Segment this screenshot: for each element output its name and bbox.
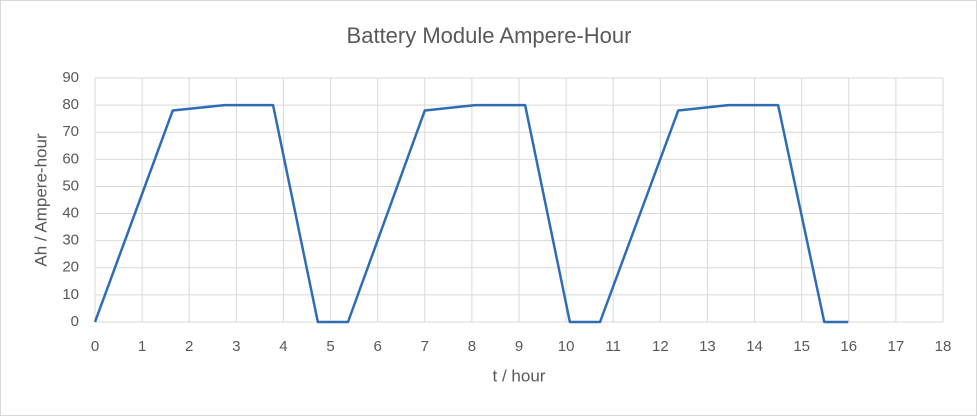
x-tick-label: 11 bbox=[605, 338, 621, 355]
y-tick-label: 30 bbox=[62, 232, 79, 249]
data-line bbox=[93, 103, 849, 324]
x-tick-label: 12 bbox=[652, 338, 669, 355]
y-tick-label: 10 bbox=[62, 286, 79, 303]
y-tick-label: 40 bbox=[62, 205, 79, 222]
y-tick-label: 90 bbox=[62, 69, 79, 86]
x-tick-label: 16 bbox=[840, 338, 857, 355]
y-tick-label: 70 bbox=[62, 123, 79, 140]
y-tick-label: 20 bbox=[62, 259, 79, 276]
x-tick-label: 14 bbox=[746, 338, 763, 355]
x-tick-label: 9 bbox=[515, 338, 523, 355]
x-tick-label: 7 bbox=[421, 338, 429, 355]
x-tick-label: 6 bbox=[373, 338, 381, 355]
x-axis-label: t / hour bbox=[493, 366, 546, 385]
x-tick-label: 8 bbox=[468, 338, 476, 355]
x-tick-label: 17 bbox=[888, 338, 905, 355]
x-tick-label: 10 bbox=[558, 338, 575, 355]
x-tick-label: 18 bbox=[935, 338, 952, 355]
x-tick-label: 1 bbox=[138, 338, 146, 355]
x-tick-label: 2 bbox=[185, 338, 193, 355]
y-tick-label: 0 bbox=[71, 313, 79, 330]
x-tick-label: 3 bbox=[232, 338, 240, 355]
y-tick-label: 80 bbox=[62, 96, 79, 113]
y-axis-label: Ah / Ampere-hour bbox=[31, 133, 50, 267]
x-tick-label: 15 bbox=[793, 338, 810, 355]
x-tick-label: 13 bbox=[699, 338, 716, 355]
chart-title: Battery Module Ampere-Hour bbox=[347, 23, 632, 48]
x-tick-label: 5 bbox=[326, 338, 334, 355]
y-tick-label: 50 bbox=[62, 177, 79, 194]
x-tick-label: 0 bbox=[91, 338, 99, 355]
y-tick-label: 60 bbox=[62, 150, 79, 167]
x-tick-label: 4 bbox=[279, 338, 287, 355]
